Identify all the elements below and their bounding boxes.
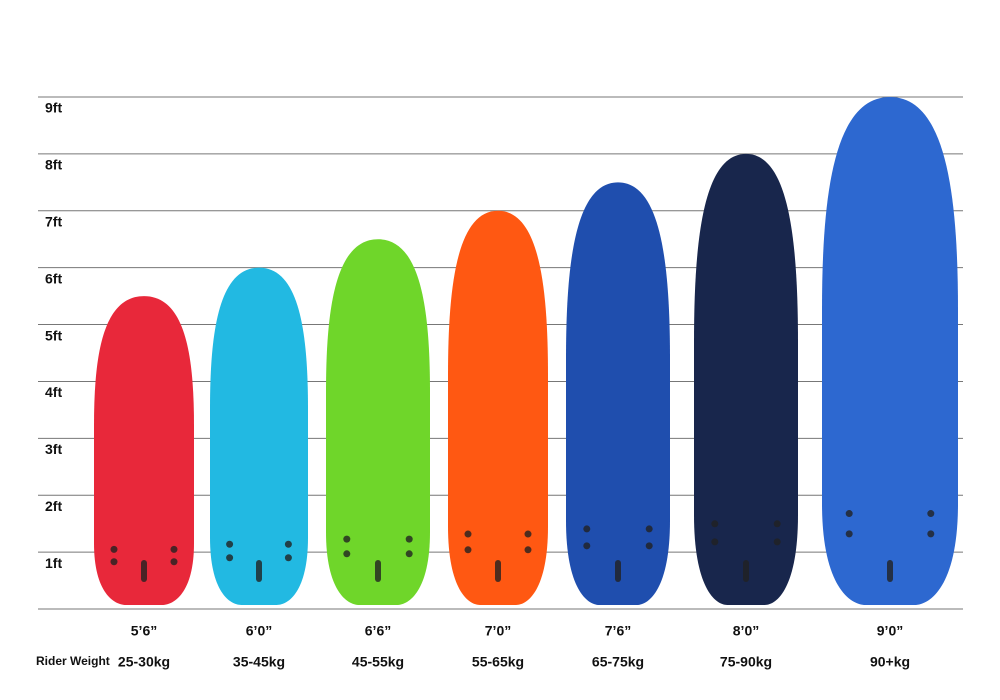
leash-plug — [141, 560, 147, 582]
surfboard — [210, 267, 308, 605]
x-tick-label: 5’6” — [131, 623, 157, 639]
x-tick-label: 6’0” — [246, 623, 272, 639]
y-tick-label: 7ft — [45, 213, 62, 229]
fin-plug — [226, 554, 234, 562]
y-tick-label: 8ft — [45, 157, 62, 173]
surfboard — [94, 296, 194, 605]
fin-plug — [927, 530, 935, 538]
fin-plug — [284, 540, 292, 548]
leash-plug — [887, 560, 893, 582]
fin-plug — [773, 520, 781, 528]
fin-plug — [464, 546, 472, 554]
y-tick-label: 5ft — [45, 327, 62, 343]
fin-plug — [583, 542, 591, 550]
fin-plug — [845, 530, 853, 538]
fin-plug — [927, 510, 935, 518]
leash-plug — [495, 560, 501, 582]
leash-plug — [615, 560, 621, 582]
rider-weight: 75-90kg — [720, 654, 772, 670]
rider-weight: 25-30kg — [118, 654, 170, 670]
fin-plug — [170, 545, 178, 553]
y-tick-label: 4ft — [45, 384, 62, 400]
rider-weight: 35-45kg — [233, 654, 285, 670]
x-tick-label: 6’6” — [365, 623, 391, 639]
x-tick-label: 7’0” — [485, 623, 511, 639]
fin-plug — [711, 520, 719, 528]
fin-plug — [343, 550, 351, 558]
fin-plug — [343, 535, 351, 543]
fin-plug — [405, 535, 413, 543]
leash-plug — [743, 560, 749, 582]
fin-plug — [524, 530, 532, 538]
x-tick-label: 9’0” — [877, 623, 903, 639]
fin-plug — [711, 538, 719, 546]
rider-weight: 65-75kg — [592, 654, 644, 670]
leash-plug — [375, 560, 381, 582]
y-tick-label: 6ft — [45, 270, 62, 286]
y-tick-label: 9ft — [45, 100, 62, 116]
rider-weight: 55-65kg — [472, 654, 524, 670]
rider-weight: 90+kg — [870, 654, 910, 670]
fin-plug — [226, 540, 234, 548]
y-tick-label: 1ft — [45, 555, 62, 571]
leash-plug — [256, 560, 262, 582]
fin-plug — [284, 554, 292, 562]
rider-weight: 45-55kg — [352, 654, 404, 670]
fin-plug — [645, 542, 653, 550]
y-tick-label: 2ft — [45, 498, 62, 514]
fin-plug — [110, 545, 118, 553]
fin-plug — [170, 558, 178, 566]
fin-plug — [845, 510, 853, 518]
fin-plug — [773, 538, 781, 546]
surfboard — [566, 182, 670, 606]
fin-plug — [110, 558, 118, 566]
fin-plug — [524, 546, 532, 554]
y-tick-label: 3ft — [45, 441, 62, 457]
surfboard — [822, 97, 958, 605]
surfboard — [326, 239, 430, 605]
x-tick-label: 8’0” — [733, 623, 759, 639]
surfboard — [448, 210, 548, 605]
fin-plug — [645, 525, 653, 533]
surfboard — [694, 153, 798, 605]
x-tick-label: 7’6” — [605, 623, 631, 639]
row-label: Rider Weight — [36, 654, 110, 668]
fin-plug — [405, 550, 413, 558]
fin-plug — [583, 525, 591, 533]
fin-plug — [464, 530, 472, 538]
